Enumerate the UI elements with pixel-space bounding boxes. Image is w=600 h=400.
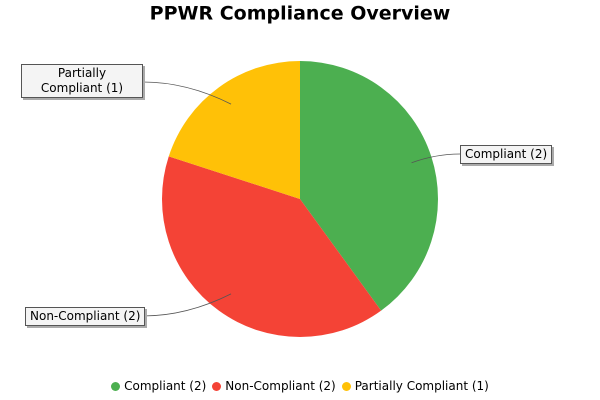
legend-swatch [111,381,121,391]
chart-title: PPWR Compliance Overview [150,3,451,25]
slice-label: Partially Compliant (1) [21,64,143,98]
slice-label: Compliant (2) [460,145,553,164]
legend-label: Non-Compliant (2) [225,379,336,393]
leader-line [142,81,232,105]
pie-slice [300,61,439,311]
pie-slice [168,61,300,199]
legend-item: Partially Compliant (1) [341,379,489,393]
legend-item: Non-Compliant (2) [212,379,336,393]
legend-item: Compliant (2) [111,379,206,393]
legend: Compliant (2) Non-Compliant (2) Partially … [0,379,600,393]
legend-swatch [212,381,222,391]
legend-label: Compliant (2) [124,379,207,393]
pie-slice [161,156,382,337]
leader-line [142,293,232,317]
legend-swatch [341,381,351,391]
slice-label: Non-Compliant (2) [25,307,146,326]
legend-label: Partially Compliant (1) [354,379,489,393]
leader-line [411,153,461,164]
